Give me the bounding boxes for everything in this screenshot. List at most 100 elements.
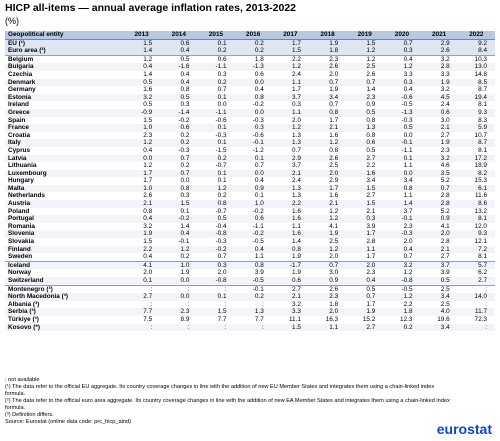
value-cell: 4.5 [420,93,458,102]
value-cell: 0.2 [197,47,235,56]
value-cell: 1.5 [346,200,384,208]
value-cell: 1.3 [234,308,272,316]
value-cell: 2.8 [366,238,376,246]
value-cell: 2.7 [346,154,384,163]
value-cell: 4.1 [123,261,161,270]
table-row: Finland 2.2 1.2 -0.2 0.4 0.8 1.2 1.1 0.4 2.1 7.2 [5,245,495,254]
table-row: Norway 2.0 1.9 2.0 3.9 1.9 3.0 2.3 1.2 3.9 6.2 [5,269,495,277]
entity-cell: Denmark [5,78,123,87]
value-cell: 8.5 [457,78,495,87]
value-cell: 2.0 [292,116,301,124]
value-cell: -0.8 [197,277,235,286]
value-cell: 1.2 [308,139,347,147]
value-cell: 1.5 [123,39,161,48]
value-cell: 0.8 [234,261,272,270]
value-cell: 1.6 [271,230,309,239]
value-cell: 1.7 [346,230,384,239]
value-cell: 1.9 [292,269,301,277]
value-cell: 2.1 [308,200,347,208]
value-cell: : [123,323,161,332]
value-cell: 3.9 [366,222,376,230]
value-cell: 8.1 [478,101,487,109]
value-cell: 2.5 [440,285,450,293]
value-cell: 1.1 [292,222,301,230]
table-row: Latvia 0.0 0.7 0.2 0.1 2.9 2.6 2.7 0.1 3.2 17.2 [5,154,495,163]
value-cell: 3.2 [123,93,161,102]
value-cell: -0.5 [401,285,413,293]
table-row: Portugal 0.4 -0.2 0.5 0.6 1.6 1.2 0.3 -0.1 0.9 8.1 [5,215,495,223]
value-cell: 2.7 [366,192,376,200]
header-row: Geopolitical entity 2013 2014 2015 2016 2017 2… [5,31,495,40]
value-cell: 1.1 [308,323,347,332]
value-cell: 1.9 [123,230,161,239]
value-cell: 2.7 [457,277,495,286]
value-cell: 0.1 [197,124,235,132]
value-cell: 0.6 [420,108,458,117]
value-cell: 2.0 [143,269,153,277]
table-row: Türkiye (³) 7.5 8.9 7.7 7.7 11.1 16.3 15.2 12.3 1… [5,316,495,324]
value-cell: -0.1 [252,285,264,293]
value-cell: 3.2 [420,154,458,163]
value-cell: : [150,285,153,293]
value-cell: 1.9 [180,269,190,277]
logo: eurostat [436,421,492,437]
footnote: Source: Eurostat (online data code: prc_… [5,419,131,425]
entity-cell: Iceland [5,261,123,270]
value-cell: -0.5 [234,277,272,286]
entity-cell: Switzerland [5,277,123,286]
value-cell: 0.7 [383,39,421,48]
value-cell: 0.7 [346,293,384,301]
table-row: Albania (³):::: 3.2 1.8 1.7 2.2 2.5: [5,301,495,309]
value-cell: -1.2 [252,146,264,154]
value-cell: 2.4 [292,177,301,185]
value-cell: 0.3 [346,215,384,223]
value-cell: 2.1 [271,169,309,178]
value-cell: 1.7 [271,39,309,48]
entity-cell: Germany [8,86,36,94]
footnote: (²) The data refer to the official euro … [5,398,450,411]
value-cell: 13.0 [457,63,495,71]
value-cell: 0.0 [234,169,272,178]
value-cell: 0.6 [217,55,227,63]
value-cell: 0.4 [123,215,161,223]
table-row: Serbia (³) 7.7 2.3 1.5 1.3 3.3 2.0 1.9 1.8 4.0 11.… [5,308,495,316]
value-cell: 3.0 [440,116,450,124]
value-cell: 0.7 [383,253,421,262]
value-cell: -1.5 [215,146,227,154]
value-cell: 1.3 [292,131,301,139]
value-cell: -1.3 [234,63,272,71]
value-cell: 7.2 [457,245,495,254]
entity-cell: Finland [5,245,123,254]
value-cell: 8.7 [478,86,487,94]
entity-cell: Cyprus [8,146,31,154]
value-cell: 1.3 [292,192,301,200]
value-cell: 0.7 [329,101,339,109]
value-cell: 0.6 [271,277,309,286]
value-cell: 2.0 [420,230,458,239]
value-cell: -0.9 [123,108,161,117]
value-cell: 1.7 [366,300,376,308]
value-cell: 8.9 [180,315,190,323]
value-cell: 0.1 [217,177,227,185]
value-cell: 2.5 [329,238,339,246]
entity-cell: Belgium [8,55,34,63]
entity-cell: France [5,124,123,132]
value-cell: -0.3 [178,146,190,154]
value-cell: 0.1 [254,192,264,200]
value-cell: 2.3 [366,269,376,277]
value-cell: 1.5 [271,47,309,56]
value-cell: 1.2 [329,207,339,215]
value-cell: 1.5 [197,308,235,316]
value-cell: 1.0 [123,124,161,132]
value-cell: 0.2 [197,154,235,163]
value-cell: -0.4 [215,222,227,230]
value-cell: : [485,300,487,308]
value-cell: 2.6 [366,70,376,78]
value-cell: : [457,323,495,332]
value-cell: -1.3 [383,108,421,117]
value-cell: 2.1 [308,124,347,132]
column-header: 2015 [197,31,235,40]
value-cell: -0.1 [178,238,190,246]
value-cell: 2.0 [329,70,339,78]
table-row: Montenegro (³)::: -0.1 2.7 2.6 0.5 -0.5 2.5: [5,285,495,293]
